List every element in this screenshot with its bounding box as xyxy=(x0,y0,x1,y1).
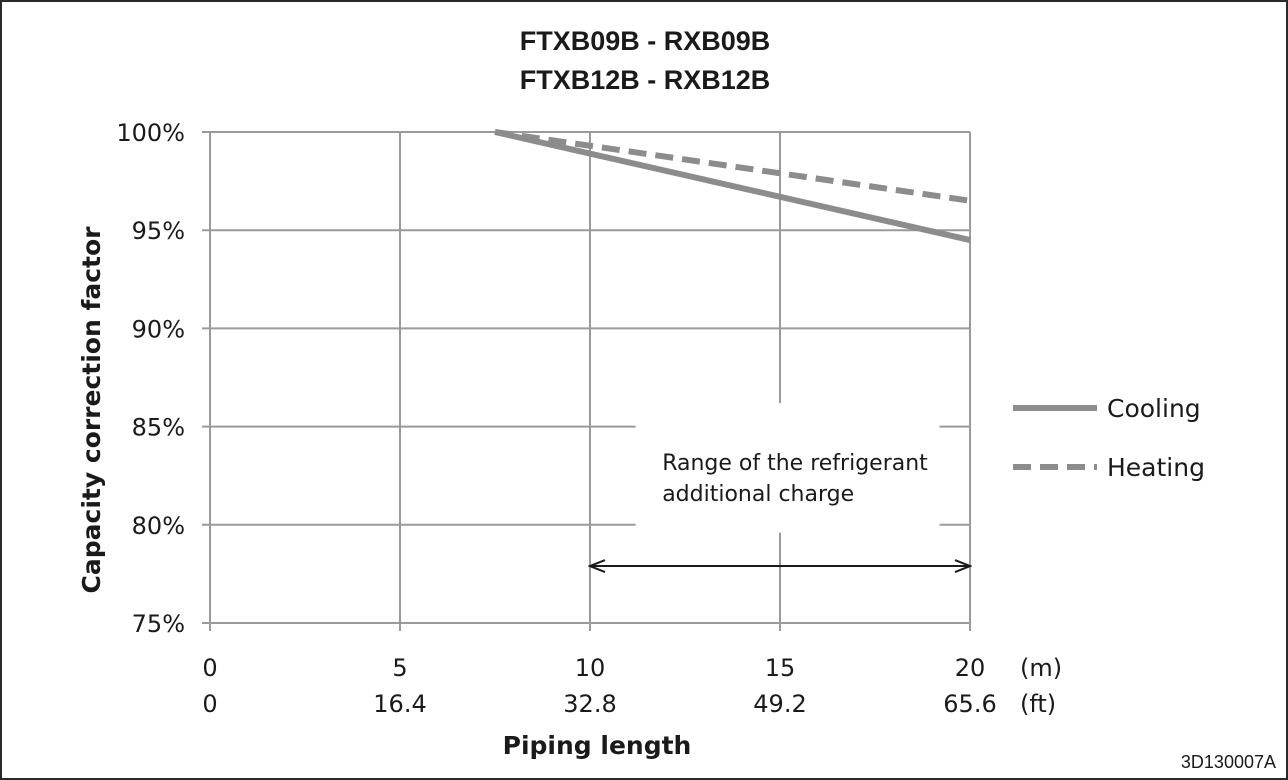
legend-label-heating: Heating xyxy=(1107,453,1205,482)
x-tick-label-ft: 0 xyxy=(202,690,217,718)
x-tick-label-m: 20 xyxy=(955,654,986,682)
x-tick-label-ft: 49.2 xyxy=(753,690,806,718)
y-tick-label: 100% xyxy=(116,119,185,147)
x-unit-m: (m) xyxy=(1020,654,1062,682)
y-tick-label: 95% xyxy=(132,217,185,245)
y-tick-label: 80% xyxy=(132,512,185,540)
axis-ticks: 75% 80% 85% 90% 95% 100% 0 0 5 16.4 10 32.8 15 49.2 20… xyxy=(116,119,1062,718)
x-tick-label-ft: 32.8 xyxy=(563,690,616,718)
series-lines xyxy=(494,129,971,243)
x-tick-label-m: 0 xyxy=(202,654,217,682)
x-axis-title: Piping length xyxy=(503,731,692,760)
drawing-code: 3D130007A xyxy=(1181,752,1276,772)
chart-title-line-1: FTXB09B - RXB09B xyxy=(520,26,771,56)
chart-title-line-2: FTXB12B - RXB12B xyxy=(520,65,771,95)
series-line-cooling xyxy=(494,129,971,243)
y-tick-label: 75% xyxy=(132,610,185,638)
annotation-text-line: Range of the refrigerant xyxy=(662,451,928,476)
y-tick-label: 90% xyxy=(132,315,185,343)
annotation-text-line: additional charge xyxy=(662,482,854,507)
y-tick-label: 85% xyxy=(132,414,185,442)
series-line-heating xyxy=(494,129,971,204)
annotation-background xyxy=(635,403,940,533)
x-tick-label-m: 5 xyxy=(392,654,407,682)
range-annotation: Range of the refrigerant additional charg… xyxy=(590,403,970,566)
legend-label-cooling: Cooling xyxy=(1107,394,1201,423)
x-unit-ft: (ft) xyxy=(1020,690,1056,718)
x-tick-label-ft: 65.6 xyxy=(943,690,996,718)
x-tick-label-m: 10 xyxy=(575,654,606,682)
x-tick-label-ft: 16.4 xyxy=(373,690,426,718)
y-axis-title: Capacity correction factor xyxy=(77,226,106,594)
x-tick-label-m: 15 xyxy=(765,654,796,682)
plot-grid xyxy=(202,131,971,631)
legend: Cooling Heating xyxy=(1013,394,1205,482)
